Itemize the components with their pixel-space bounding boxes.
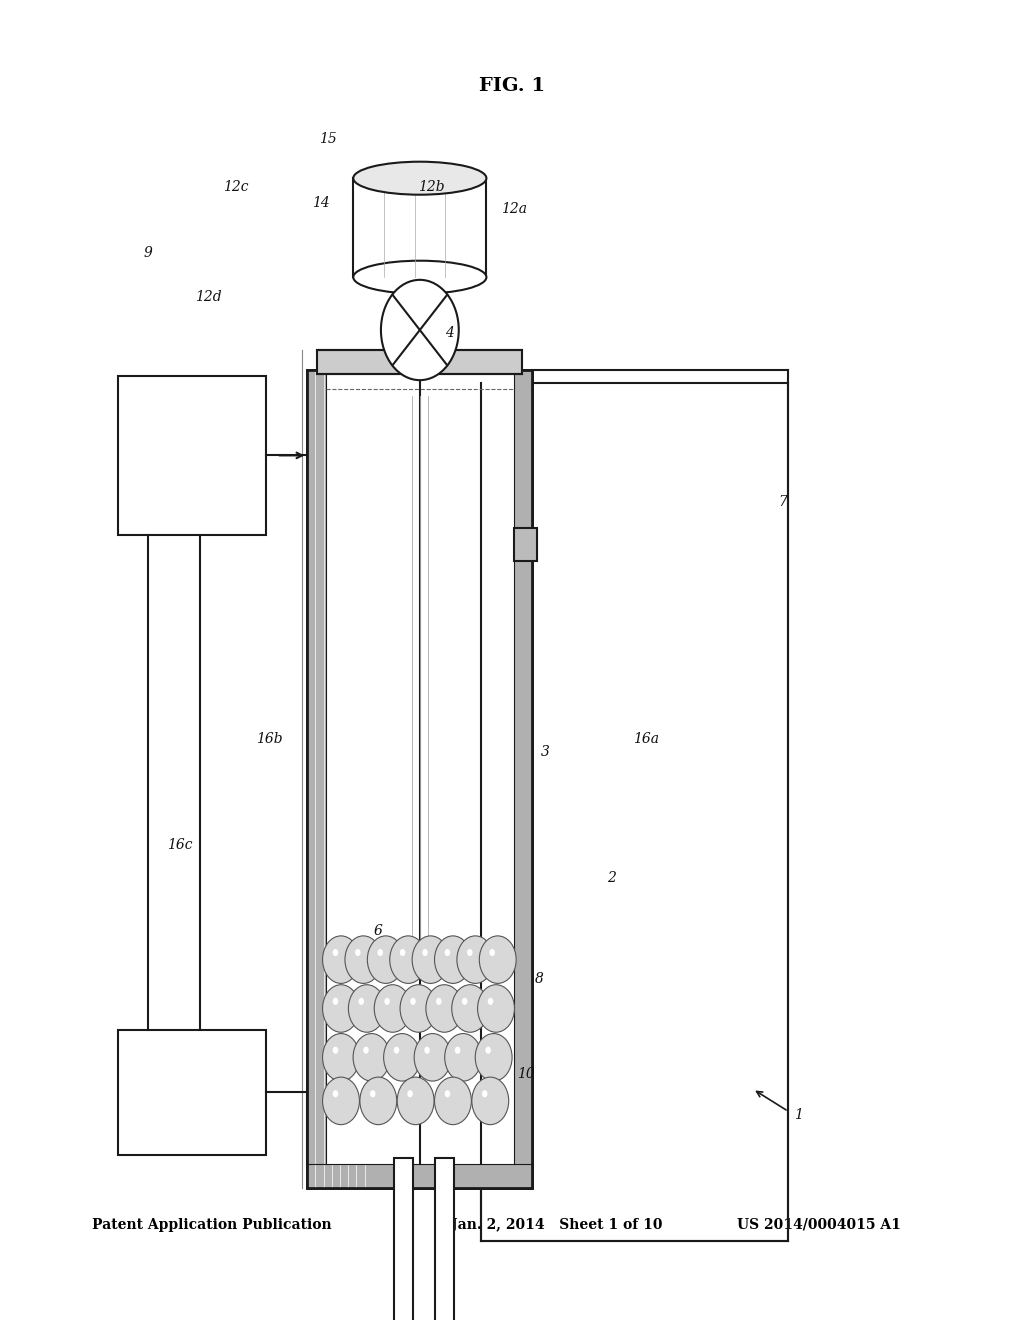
Circle shape xyxy=(353,1034,390,1081)
Text: 12d: 12d xyxy=(195,290,221,304)
Circle shape xyxy=(333,1090,338,1097)
Circle shape xyxy=(374,985,411,1032)
Circle shape xyxy=(397,1077,434,1125)
Text: 6: 6 xyxy=(374,924,383,937)
Circle shape xyxy=(384,1034,421,1081)
Circle shape xyxy=(378,949,383,956)
Bar xyxy=(307,370,532,1188)
Text: FIG. 1: FIG. 1 xyxy=(479,77,545,95)
Text: 10: 10 xyxy=(517,1068,535,1081)
Text: 3: 3 xyxy=(541,746,550,759)
Circle shape xyxy=(412,936,449,983)
Text: Jan. 2, 2014   Sheet 1 of 10: Jan. 2, 2014 Sheet 1 of 10 xyxy=(451,1218,663,1232)
Circle shape xyxy=(434,936,471,983)
Circle shape xyxy=(333,949,338,956)
Circle shape xyxy=(444,1090,451,1097)
Bar xyxy=(514,370,532,1188)
Text: 15: 15 xyxy=(319,132,337,145)
Circle shape xyxy=(359,1077,396,1125)
Circle shape xyxy=(436,998,441,1005)
Circle shape xyxy=(472,1077,509,1125)
Circle shape xyxy=(479,936,516,983)
Text: 16a: 16a xyxy=(633,733,658,746)
Text: 2: 2 xyxy=(607,871,616,884)
Circle shape xyxy=(475,1034,512,1081)
Circle shape xyxy=(400,985,437,1032)
Circle shape xyxy=(482,1090,487,1097)
Circle shape xyxy=(462,998,467,1005)
Circle shape xyxy=(477,985,514,1032)
Text: US 2014/0004015 A1: US 2014/0004015 A1 xyxy=(737,1218,901,1232)
Circle shape xyxy=(348,985,385,1032)
Circle shape xyxy=(434,1077,471,1125)
Text: Patent Application Publication: Patent Application Publication xyxy=(92,1218,332,1232)
Bar xyxy=(307,1164,532,1188)
Text: 4: 4 xyxy=(445,326,455,339)
Bar xyxy=(481,383,788,1241)
Circle shape xyxy=(384,998,390,1005)
Circle shape xyxy=(414,1034,451,1081)
Bar xyxy=(435,1158,454,1320)
Text: 1: 1 xyxy=(794,1109,803,1122)
Text: 9: 9 xyxy=(143,247,153,260)
Circle shape xyxy=(394,1047,399,1053)
Ellipse shape xyxy=(353,162,486,195)
Text: 12a: 12a xyxy=(501,202,526,215)
Circle shape xyxy=(323,936,359,983)
Circle shape xyxy=(422,949,428,956)
Circle shape xyxy=(411,998,416,1005)
Circle shape xyxy=(426,985,463,1032)
Circle shape xyxy=(390,936,427,983)
Circle shape xyxy=(489,949,495,956)
Circle shape xyxy=(323,1077,359,1125)
Bar xyxy=(353,178,486,277)
Bar xyxy=(307,370,326,1188)
Circle shape xyxy=(333,998,338,1005)
Circle shape xyxy=(487,998,494,1005)
Ellipse shape xyxy=(353,260,486,294)
Text: 16c: 16c xyxy=(167,838,193,851)
Circle shape xyxy=(455,1047,461,1053)
Bar xyxy=(514,528,537,561)
Circle shape xyxy=(355,949,360,956)
Circle shape xyxy=(485,1047,490,1053)
Circle shape xyxy=(452,985,488,1032)
Text: 14: 14 xyxy=(312,197,330,210)
Circle shape xyxy=(444,1034,481,1081)
Circle shape xyxy=(368,936,404,983)
Bar xyxy=(118,376,266,535)
Circle shape xyxy=(467,949,472,956)
Circle shape xyxy=(333,1047,338,1053)
Text: 7: 7 xyxy=(778,495,787,508)
Circle shape xyxy=(323,1034,359,1081)
Circle shape xyxy=(408,1090,413,1097)
Circle shape xyxy=(444,949,451,956)
Bar xyxy=(317,350,522,374)
Circle shape xyxy=(358,998,365,1005)
Circle shape xyxy=(381,280,459,380)
Circle shape xyxy=(345,936,382,983)
Circle shape xyxy=(323,985,359,1032)
Circle shape xyxy=(399,949,406,956)
Bar xyxy=(307,370,532,1188)
Circle shape xyxy=(457,936,494,983)
Text: 12b: 12b xyxy=(418,181,444,194)
Circle shape xyxy=(370,1090,376,1097)
Circle shape xyxy=(424,1047,430,1053)
Text: 12c: 12c xyxy=(223,181,249,194)
Bar xyxy=(118,1030,266,1155)
Bar xyxy=(394,1158,413,1320)
Text: 8: 8 xyxy=(535,973,544,986)
Text: 16b: 16b xyxy=(256,733,283,746)
Circle shape xyxy=(364,1047,369,1053)
